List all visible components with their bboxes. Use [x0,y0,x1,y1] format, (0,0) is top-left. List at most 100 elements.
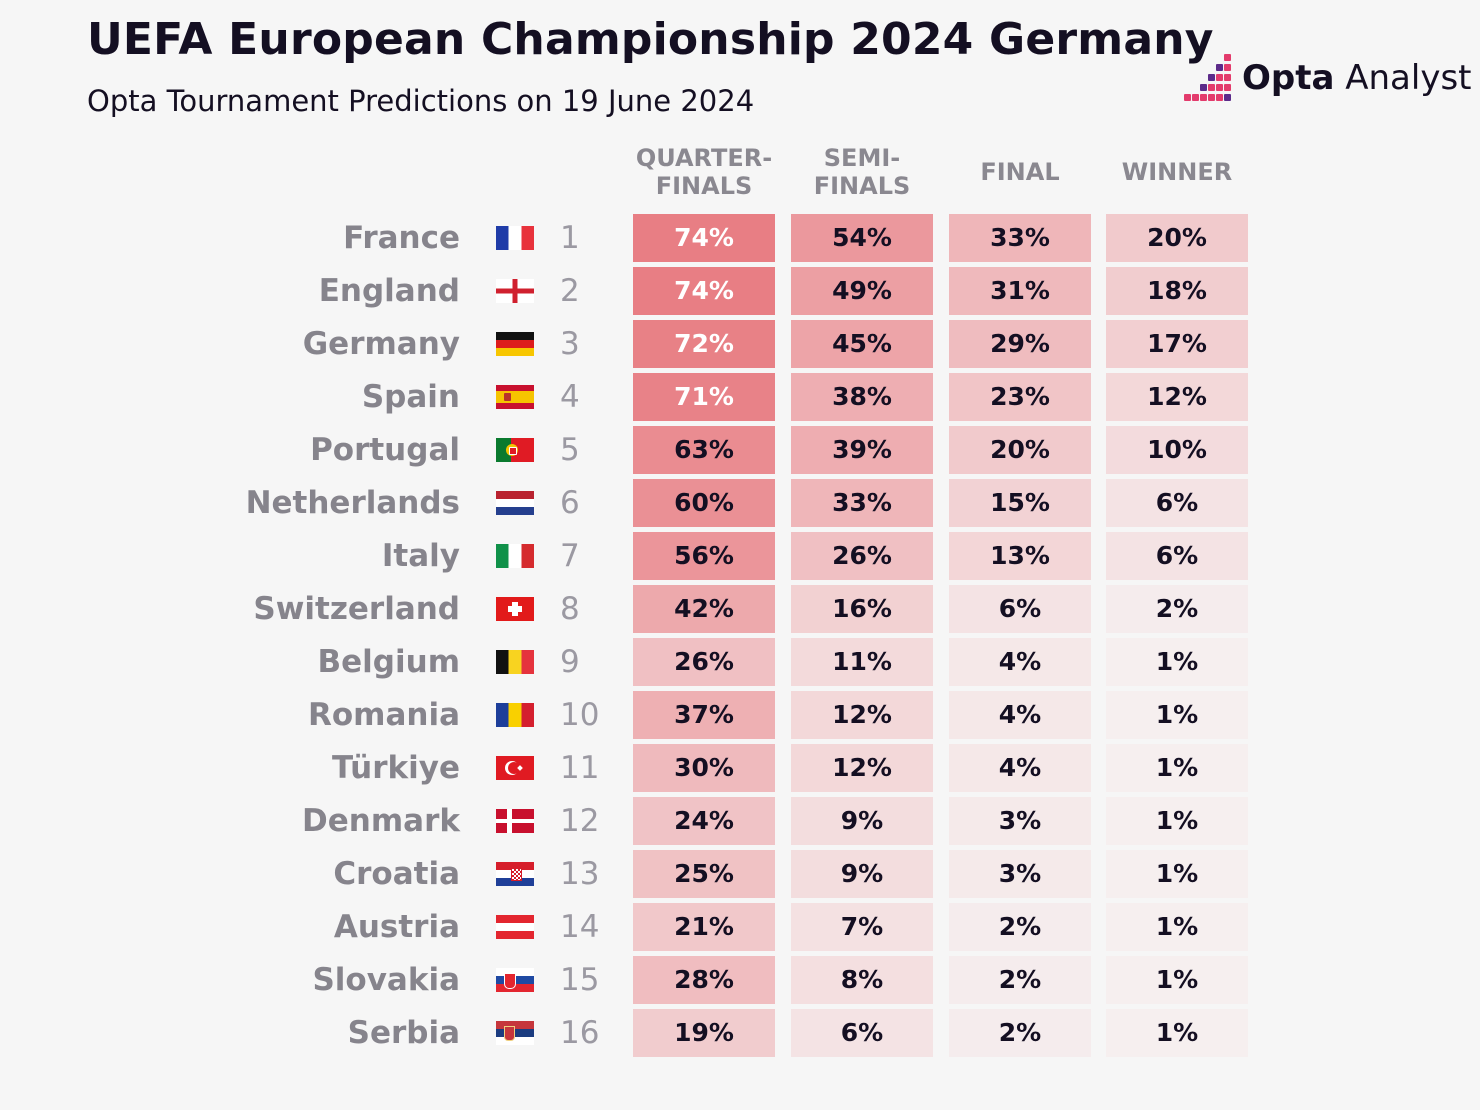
probability-cell: 63% [633,426,775,474]
probability-cell: 6% [791,1009,933,1057]
serbia-flag-icon [496,1021,534,1045]
probability-cell: 26% [633,638,775,686]
country-name: Slovakia [312,962,460,998]
probability-cell: 2% [949,903,1091,951]
netherlands-flag-icon [496,491,534,515]
chart-title: UEFA European Championship 2024 Germany [87,14,1214,65]
probability-cell: 26% [791,532,933,580]
rank-number: 8 [560,591,580,627]
column-header: QUARTER- FINALS [635,144,773,200]
england-flag-icon [496,279,534,303]
country-name: Austria [333,909,460,945]
probability-cell: 19% [633,1009,775,1057]
probability-cell: 6% [1106,479,1248,527]
probability-cell: 2% [949,956,1091,1004]
logo-text: Opta Analyst [1242,58,1472,98]
spain-flag-icon [496,385,534,409]
france-flag-icon [496,226,534,250]
country-name: Denmark [302,803,460,839]
rank-number: 5 [560,432,580,468]
belgium-flag-icon [496,650,534,674]
country-name: Switzerland [253,591,460,627]
probability-cell: 20% [1106,214,1248,262]
probability-cell: 12% [1106,373,1248,421]
probability-cell: 16% [791,585,933,633]
country-name: France [343,220,460,256]
probability-cell: 1% [1106,638,1248,686]
probability-cell: 60% [633,479,775,527]
logo-text-bold: Opta [1242,58,1335,98]
rank-number: 13 [560,856,600,892]
rank-number: 1 [560,220,580,256]
probability-cell: 42% [633,585,775,633]
rank-number: 11 [560,750,600,786]
probability-cell: 6% [1106,532,1248,580]
probability-cell: 28% [633,956,775,1004]
probability-cell: 74% [633,214,775,262]
probability-cell: 33% [949,214,1091,262]
rank-number: 14 [560,909,600,945]
probability-cell: 4% [949,638,1091,686]
probability-cell: 39% [791,426,933,474]
probability-cell: 72% [633,320,775,368]
portugal-flag-icon [496,438,534,462]
slovakia-flag-icon [496,968,534,992]
probability-cell: 11% [791,638,933,686]
switzerland-flag-icon [496,597,534,621]
rank-number: 7 [560,538,580,574]
probability-cell: 1% [1106,744,1248,792]
country-name: Germany [302,326,460,362]
country-name: Spain [361,379,460,415]
probability-cell: 29% [949,320,1091,368]
probability-cell: 54% [791,214,933,262]
probability-cell: 13% [949,532,1091,580]
probability-cell: 24% [633,797,775,845]
probability-cell: 12% [791,691,933,739]
probability-cell: 33% [791,479,933,527]
country-name: Netherlands [245,485,460,521]
column-header: SEMI- FINALS [813,144,911,200]
probability-cell: 31% [949,267,1091,315]
probability-cell: 9% [791,797,933,845]
austria-flag-icon [496,915,534,939]
probability-cell: 25% [633,850,775,898]
rank-number: 15 [560,962,600,998]
probability-cell: 56% [633,532,775,580]
opta-logo-icon [1184,52,1236,104]
italy-flag-icon [496,544,534,568]
country-name: England [318,273,460,309]
probability-cell: 71% [633,373,775,421]
probability-cell: 1% [1106,797,1248,845]
rank-number: 2 [560,273,580,309]
probability-cell: 15% [949,479,1091,527]
probability-cell: 21% [633,903,775,951]
probability-cell: 17% [1106,320,1248,368]
rank-number: 10 [560,697,600,733]
probability-cell: 18% [1106,267,1248,315]
probability-cell: 3% [949,850,1091,898]
probability-cell: 4% [949,744,1091,792]
probability-cell: 12% [791,744,933,792]
probability-cell: 20% [949,426,1091,474]
rank-number: 3 [560,326,580,362]
croatia-flag-icon [496,862,534,886]
country-name: Romania [307,697,460,733]
denmark-flag-icon [496,809,534,833]
rank-number: 6 [560,485,580,521]
probability-cell: 6% [949,585,1091,633]
column-header: FINAL [980,158,1060,186]
country-name: Croatia [333,856,460,892]
probability-cell: 49% [791,267,933,315]
probability-cell: 37% [633,691,775,739]
probability-cell: 4% [949,691,1091,739]
probability-cell: 74% [633,267,775,315]
probability-cell: 23% [949,373,1091,421]
probability-cell: 45% [791,320,933,368]
column-header: WINNER [1121,158,1233,186]
probability-cell: 1% [1106,691,1248,739]
opta-analyst-logo: Opta Analyst [1184,50,1472,106]
probability-cell: 9% [791,850,933,898]
logo-text-light: Analyst [1334,58,1472,98]
country-name: Italy [381,538,460,574]
probability-cell: 1% [1106,956,1248,1004]
